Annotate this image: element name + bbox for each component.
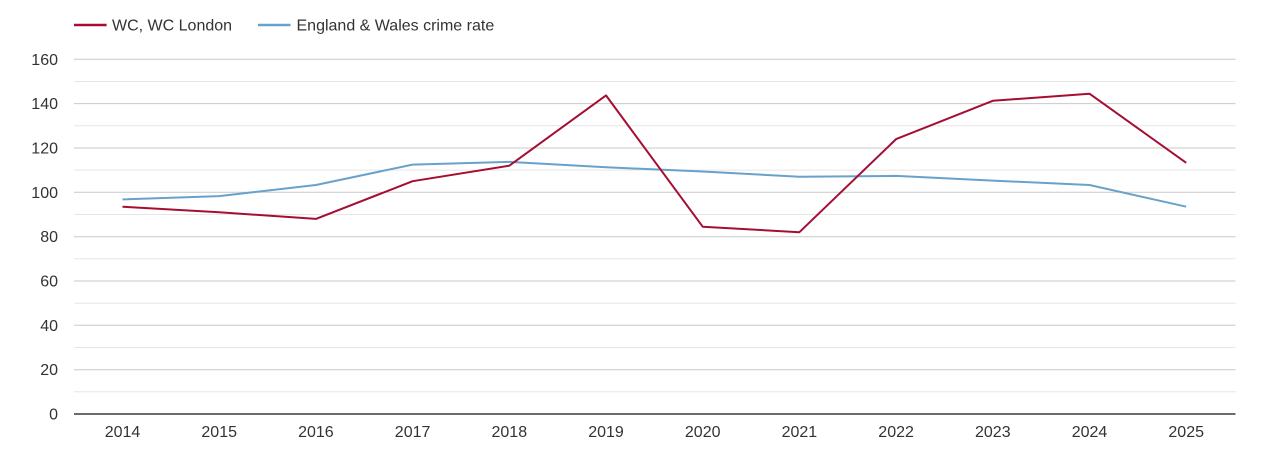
svg-text:40: 40 [40, 318, 58, 335]
svg-text:2021: 2021 [782, 424, 818, 441]
svg-text:2025: 2025 [1168, 424, 1204, 441]
svg-text:WC, WC London: WC, WC London [112, 18, 232, 35]
svg-text:2016: 2016 [298, 424, 334, 441]
svg-text:2018: 2018 [492, 424, 528, 441]
svg-text:160: 160 [31, 52, 58, 69]
svg-text:England & Wales crime rate: England & Wales crime rate [297, 18, 495, 35]
svg-text:2023: 2023 [975, 424, 1011, 441]
svg-text:2014: 2014 [105, 424, 141, 441]
svg-text:140: 140 [31, 96, 58, 113]
svg-text:80: 80 [40, 229, 58, 246]
svg-text:2022: 2022 [878, 424, 914, 441]
svg-text:2017: 2017 [395, 424, 431, 441]
svg-text:60: 60 [40, 274, 58, 291]
svg-text:2015: 2015 [201, 424, 237, 441]
svg-text:2024: 2024 [1072, 424, 1108, 441]
svg-text:20: 20 [40, 362, 58, 379]
svg-text:2019: 2019 [588, 424, 624, 441]
svg-text:2020: 2020 [685, 424, 721, 441]
svg-text:120: 120 [31, 141, 58, 158]
svg-text:0: 0 [49, 407, 58, 424]
svg-text:100: 100 [31, 185, 58, 202]
